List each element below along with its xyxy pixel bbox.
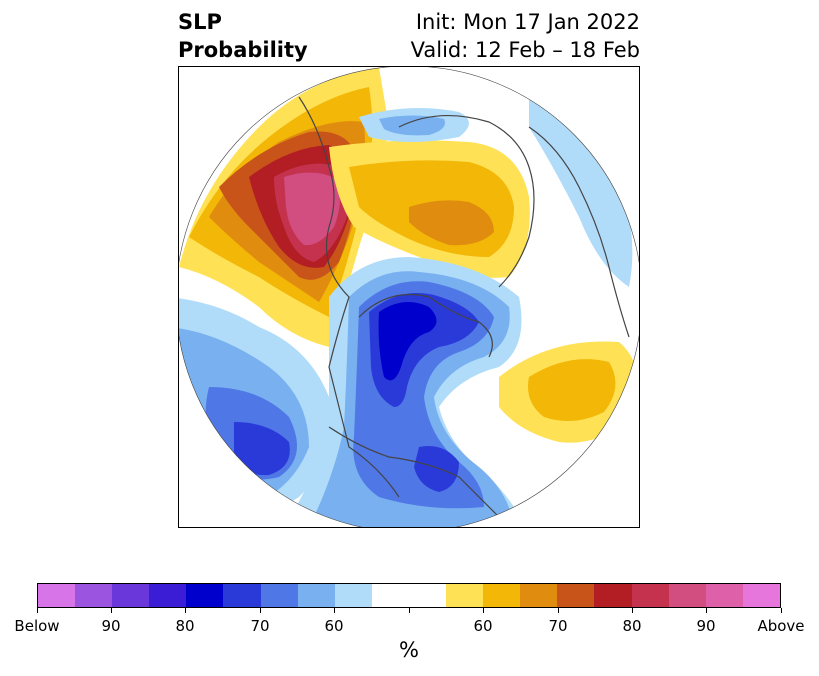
colorbar-tick-label: 80 (622, 617, 642, 635)
colorbar-unit: % (399, 638, 419, 662)
colorbar-cell (297, 584, 335, 607)
anomaly-field (179, 67, 639, 527)
coastlines (298, 96, 630, 518)
colorbar-tick-label: 60 (473, 617, 493, 635)
colorbar-tick (259, 608, 261, 613)
pacific-high-65 (528, 359, 616, 421)
colorbar-cell (520, 584, 558, 607)
colorbar-cell (742, 584, 780, 607)
colorbar-cell (631, 584, 669, 607)
colorbar-tick-label: 70 (250, 617, 270, 635)
colorbar-cell (483, 584, 521, 607)
colorbar-tick (557, 608, 559, 613)
colorbar-tick (631, 608, 633, 613)
colorbar-cell (223, 584, 261, 607)
forecast-map (178, 66, 640, 528)
title-type: Probability (178, 38, 308, 62)
valid-range: Valid: 12 Feb – 18 Feb (410, 38, 640, 62)
colorbar-cell (371, 584, 447, 607)
colorbar-tick-label: 80 (175, 617, 195, 635)
colorbar-tick-label: 90 (696, 617, 716, 635)
colorbar-cell (334, 584, 372, 607)
colorbar-cell (112, 584, 150, 607)
map-title: SLP Probability (178, 8, 308, 64)
colorbar-tick-label: 60 (324, 617, 344, 635)
colorbar-tick-label: Below (14, 617, 60, 635)
colorbar-tick (36, 608, 38, 613)
colorbar-tick (482, 608, 484, 613)
colorbar-cell (557, 584, 595, 607)
title-variable: SLP (178, 10, 222, 34)
colorbar-cell (668, 584, 706, 607)
init-date: Init: Mon 17 Jan 2022 (415, 10, 640, 34)
colorbar-cell (38, 584, 76, 607)
colorbar-cell (186, 584, 224, 607)
colorbar-tick-label: 90 (101, 617, 121, 635)
arctic-low-80 (378, 302, 437, 381)
colorbar-tick (184, 608, 186, 613)
colorbar-tick-label: 70 (548, 617, 568, 635)
colorbar-cell (705, 584, 743, 607)
colorbar-tick (333, 608, 335, 613)
colorbar-tick (705, 608, 707, 613)
asia-high-70 (409, 200, 494, 246)
probability-colorbar (37, 583, 781, 608)
us-low-75 (414, 446, 459, 492)
polar-map-svg (179, 67, 639, 527)
europe-high-90 (284, 172, 340, 246)
map-subtitle: Init: Mon 17 Jan 2022 Valid: 12 Feb – 18… (411, 8, 640, 64)
colorbar-cell (260, 584, 298, 607)
colorbar-cell (149, 584, 187, 607)
east-asia-low-60 (529, 97, 633, 287)
atlantic-low-75 (234, 422, 290, 476)
arctic-strip-low-65 (379, 115, 445, 136)
colorbar-cell (75, 584, 113, 607)
colorbar-cell (594, 584, 632, 607)
colorbar-tick (110, 608, 112, 613)
colorbar-cell (446, 584, 484, 607)
colorbar-tick (780, 608, 782, 613)
colorbar-tick-label: Above (757, 617, 805, 635)
colorbar-tick (408, 608, 410, 613)
